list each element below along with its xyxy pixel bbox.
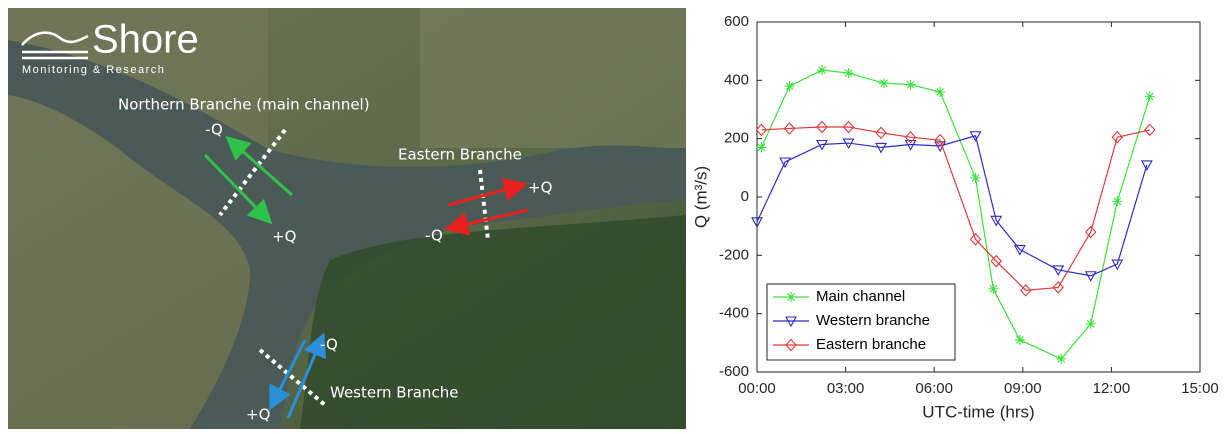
data-point [1112,196,1122,206]
satellite-map: Shore Monitoring & Research [8,8,686,429]
y-tick-label: 0 [741,188,749,205]
legend-label: Eastern branche [816,336,926,353]
logo-title: Shore [92,18,199,62]
data-point [1086,319,1096,329]
data-point [844,68,854,78]
x-axis-label: UTC-time (hrs) [922,402,1034,421]
y-tick-label: -400 [719,305,749,322]
x-tick-label: 03:00 [827,380,865,397]
y-tick-label: 200 [724,130,749,147]
x-tick-label: 00:00 [738,380,776,397]
data-point [879,78,889,88]
map-label: -Q [425,227,443,245]
x-tick-label: 06:00 [915,380,953,397]
x-tick-label: 09:00 [1004,380,1042,397]
data-point [1056,354,1066,364]
legend-marker [786,292,796,302]
map-label: +Q [528,179,552,197]
page: Shore Monitoring & Research Northern Bra… [0,0,1229,429]
data-point [971,173,981,183]
data-point [906,80,916,90]
map-label: Eastern Branche [398,146,522,164]
y-axis-label: Q (m³/s) [691,166,710,228]
data-point [1015,335,1025,345]
data-point [817,65,827,75]
data-point [988,284,998,294]
y-tick-label: 600 [724,13,749,30]
x-tick-label: 15:00 [1181,380,1219,397]
y-tick-label: 400 [724,71,749,88]
logo-subtitle: Monitoring & Research [22,64,165,76]
fields [420,8,686,148]
map-label: +Q [246,406,270,424]
map-label: Western Branche [330,384,458,402]
map-label: -Q [205,121,223,139]
map-label: -Q [320,336,338,354]
x-tick-label: 12:00 [1093,380,1131,397]
y-tick-label: -200 [719,246,749,263]
legend-label: Western branche [816,312,930,329]
map-label: +Q [272,228,296,246]
y-tick-label: -600 [719,363,749,380]
data-point [935,87,945,97]
data-point [756,142,766,152]
legend-label: Main channel [816,288,905,305]
data-point [1145,91,1155,101]
map-label: Northern Branche (main channel) [118,96,370,114]
data-point [784,81,794,91]
